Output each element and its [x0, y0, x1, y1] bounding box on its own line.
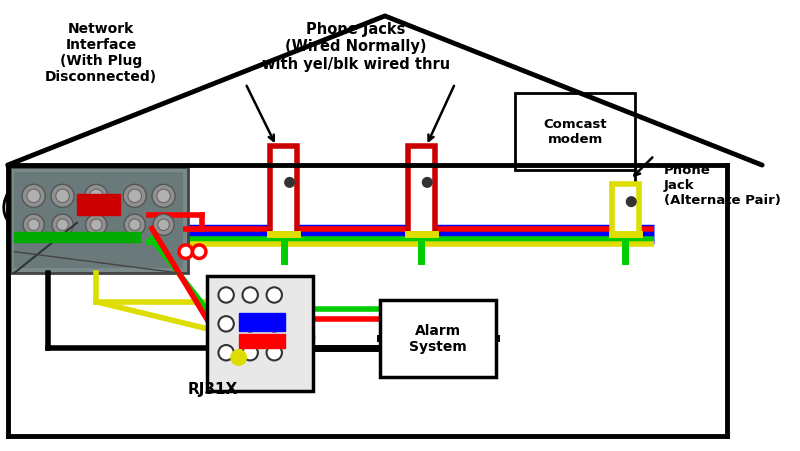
Circle shape — [129, 220, 141, 231]
Bar — [380, 300, 495, 377]
Circle shape — [218, 317, 234, 332]
Circle shape — [90, 190, 103, 203]
Circle shape — [218, 288, 234, 303]
Circle shape — [90, 220, 102, 231]
Circle shape — [123, 185, 146, 208]
Circle shape — [57, 220, 68, 231]
Bar — [270, 147, 298, 235]
Text: Phone Jacks
(Wired Normally)
with yel/blk wired thru: Phone Jacks (Wired Normally) with yel/bl… — [262, 22, 450, 71]
Circle shape — [626, 198, 636, 207]
Circle shape — [285, 178, 294, 188]
Circle shape — [242, 288, 258, 303]
Bar — [14, 172, 183, 268]
Circle shape — [193, 245, 206, 259]
Bar — [238, 335, 285, 348]
Bar — [515, 94, 635, 170]
Text: RJ31X: RJ31X — [188, 381, 238, 396]
Bar — [238, 313, 285, 331]
Circle shape — [231, 350, 246, 365]
Circle shape — [86, 215, 107, 236]
Circle shape — [157, 190, 170, 203]
Circle shape — [128, 190, 142, 203]
Circle shape — [56, 190, 70, 203]
Circle shape — [22, 185, 46, 208]
Circle shape — [242, 317, 258, 332]
Circle shape — [52, 215, 73, 236]
Circle shape — [266, 317, 282, 332]
Circle shape — [242, 345, 258, 361]
Bar — [408, 147, 435, 235]
Bar — [207, 276, 313, 391]
Text: Network
Interface
(With Plug
Disconnected): Network Interface (With Plug Disconnecte… — [45, 22, 157, 84]
Bar — [14, 233, 139, 243]
Circle shape — [422, 178, 432, 188]
Circle shape — [158, 220, 170, 231]
Circle shape — [218, 345, 234, 361]
Circle shape — [266, 345, 282, 361]
Circle shape — [152, 185, 175, 208]
Circle shape — [27, 190, 41, 203]
Text: Phone
Jack
(Alternate Pair): Phone Jack (Alternate Pair) — [664, 163, 781, 207]
Circle shape — [51, 185, 74, 208]
Circle shape — [23, 215, 44, 236]
Circle shape — [179, 245, 193, 259]
Bar — [612, 185, 639, 235]
Circle shape — [124, 215, 146, 236]
Circle shape — [153, 215, 174, 236]
Bar — [77, 194, 120, 216]
Text: Comcast
modem: Comcast modem — [544, 118, 607, 146]
Circle shape — [85, 185, 108, 208]
Circle shape — [28, 220, 39, 231]
Text: Alarm
System: Alarm System — [409, 323, 466, 354]
Bar — [10, 168, 188, 273]
Circle shape — [266, 288, 282, 303]
